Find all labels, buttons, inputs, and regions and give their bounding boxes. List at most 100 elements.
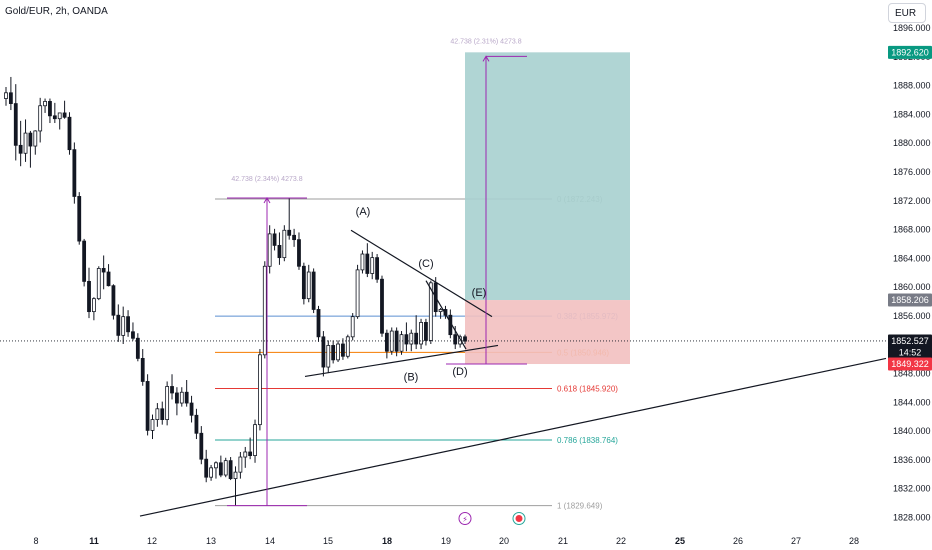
candle-body	[341, 343, 345, 357]
x-tick-label: 20	[499, 536, 509, 546]
trendline-long-support[interactable]	[139, 357, 887, 517]
candle-body	[62, 112, 67, 118]
time-axis[interactable]: 8 11 12 13 14 15 18 19 20 21 22 25 26 27 28	[33, 536, 859, 546]
wave-label: (C)	[418, 258, 433, 270]
candle-body	[52, 115, 57, 120]
candle-body	[463, 336, 467, 342]
candle-body	[438, 309, 443, 313]
candle-body	[238, 456, 243, 473]
candle-body	[233, 471, 238, 480]
candle-body	[91, 298, 96, 313]
position-loss-zone[interactable]	[465, 300, 630, 365]
x-tick-label: 14	[265, 536, 275, 546]
price-axis-bg	[886, 0, 932, 550]
x-tick-label: 26	[733, 536, 743, 546]
y-tick-label: 1844.000	[893, 397, 931, 407]
candle-body	[67, 116, 72, 151]
candle-body	[116, 314, 121, 336]
candle-body	[399, 334, 404, 352]
candle-body	[179, 391, 184, 404]
x-tick-label: 12	[147, 536, 157, 546]
y-tick-label: 1836.000	[893, 455, 931, 465]
price-tag[interactable]	[888, 334, 932, 348]
x-tick-label: 13	[206, 536, 216, 546]
trendline-inner[interactable]	[425, 280, 467, 350]
measure-label: 42.738 (2.34%) 4273.8	[231, 176, 302, 183]
candle-body	[77, 196, 82, 242]
drawings[interactable]: 42.738 (2.34%) 4273.8 42.738 (2.31%) 4273…	[0, 38, 887, 525]
candle-body	[228, 460, 233, 480]
candle-body	[4, 92, 8, 99]
candle-body	[131, 331, 135, 339]
candle-body	[365, 253, 370, 274]
candle-body	[370, 257, 375, 274]
candle-body	[301, 265, 306, 300]
fib-level-label: 1 (1829.649)	[557, 502, 603, 511]
candle-body	[150, 419, 155, 431]
candle-body	[28, 132, 33, 147]
candle-body	[106, 271, 111, 287]
price-tag-label: 1852.527	[891, 336, 929, 346]
candle-body	[121, 316, 126, 336]
y-tick-label: 1860.000	[893, 282, 931, 292]
candle-body	[424, 322, 428, 341]
candle-body	[111, 285, 116, 316]
candle-body	[277, 244, 282, 259]
candle-body	[204, 458, 209, 478]
candle-body	[355, 269, 360, 318]
y-tick-label: 1868.000	[893, 225, 931, 235]
candle-body	[409, 332, 414, 345]
wave-label: (B)	[404, 372, 419, 384]
lightning-icon[interactable]	[458, 512, 472, 525]
wave-label: (E)	[472, 287, 487, 299]
candle-body	[316, 309, 321, 338]
price-tag-label: 1892.620	[891, 47, 929, 57]
y-tick-label: 1876.000	[893, 167, 931, 177]
candle-body	[380, 278, 384, 334]
candle-body	[194, 414, 199, 434]
price-axis[interactable]: 1896.0001892.0001888.0001884.0001880.000…	[888, 23, 932, 523]
position-profit-zone[interactable]	[465, 52, 630, 301]
price-tag[interactable]	[888, 293, 932, 307]
candle-body	[43, 101, 47, 107]
candle-body	[428, 282, 433, 341]
candle-body	[160, 408, 165, 421]
y-tick-label: 1888.000	[893, 81, 931, 91]
y-tick-label: 1864.000	[893, 253, 931, 263]
candle-body	[214, 462, 218, 469]
x-tick-label: 21	[558, 536, 568, 546]
candle-body	[345, 336, 350, 357]
candle-body	[292, 234, 296, 241]
measure-label: 42.738 (2.31%) 4273.8	[450, 38, 521, 45]
long-position-tool[interactable]	[465, 52, 630, 365]
candle-body	[87, 280, 91, 313]
candle-body	[135, 337, 140, 359]
candle-body	[336, 343, 340, 361]
candle-body	[262, 265, 267, 356]
lightning-glyph: ⚡	[462, 515, 468, 524]
y-tick-label: 1856.000	[893, 311, 931, 321]
price-tag-label: 1858.206	[891, 295, 929, 305]
y-tick-label: 1828.000	[893, 513, 931, 523]
price-tag[interactable]	[888, 45, 932, 59]
candle-body	[13, 103, 18, 146]
candle-body	[223, 460, 228, 476]
measure-arrow-icon	[263, 197, 271, 204]
y-tick-label: 1896.000	[893, 23, 931, 33]
trendline-upper[interactable]	[350, 229, 493, 318]
price-tag[interactable]	[888, 346, 932, 360]
price-tag[interactable]	[888, 357, 932, 371]
candle-body	[8, 92, 13, 104]
candle-body	[209, 467, 213, 478]
candle-body	[282, 229, 287, 259]
trendline-lower[interactable]	[304, 344, 499, 378]
currency-button[interactable]: EUR	[888, 3, 926, 23]
candle-body	[248, 451, 253, 456]
candle-body	[414, 332, 419, 345]
candle-body	[287, 229, 292, 236]
candle-body	[350, 316, 355, 338]
fib-level-label: 0.618 (1845.920)	[557, 385, 618, 394]
candle-body	[199, 432, 204, 460]
